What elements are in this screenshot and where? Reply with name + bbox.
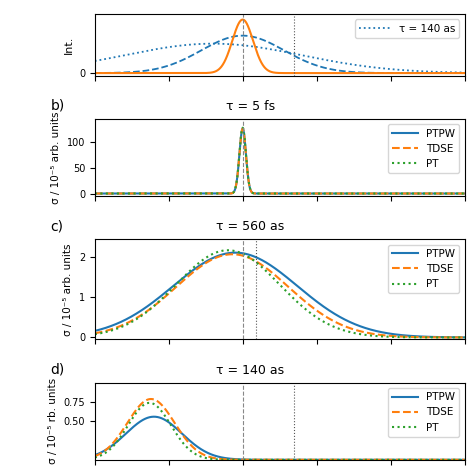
Text: c): c) [50,219,64,234]
Text: τ = 140 as: τ = 140 as [216,364,284,377]
Y-axis label: σ / 10⁻⁵ arb. units: σ / 10⁻⁵ arb. units [63,243,73,336]
Legend: PTPW, TDSE, PT: PTPW, TDSE, PT [388,388,459,437]
Legend: PTPW, TDSE, PT: PTPW, TDSE, PT [388,245,459,293]
Y-axis label: Int.: Int. [64,36,73,54]
Text: τ = 560 as: τ = 560 as [216,220,284,234]
Legend: τ = 140 as: τ = 140 as [355,19,459,38]
Text: τ = 5 fs: τ = 5 fs [226,100,274,113]
Legend: PTPW, TDSE, PT: PTPW, TDSE, PT [388,124,459,173]
Text: d): d) [50,363,64,377]
Y-axis label: σ / 10⁻⁵ arb. units: σ / 10⁻⁵ arb. units [51,111,61,204]
Text: b): b) [50,99,64,113]
Y-axis label: σ / 10⁻⁵ rb. units: σ / 10⁻⁵ rb. units [48,378,58,465]
